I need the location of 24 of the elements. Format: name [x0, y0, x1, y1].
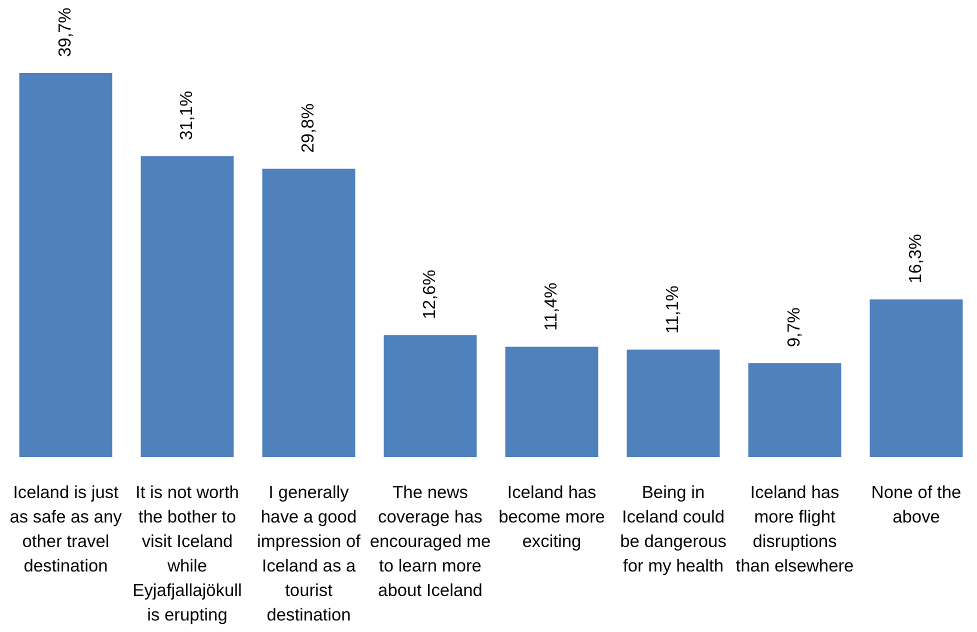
x-tick-label: Iceland is just as safe as any other travel destination — [10, 482, 122, 576]
bar — [748, 363, 842, 457]
bar — [19, 73, 112, 457]
data-label: 11,4% — [540, 282, 561, 331]
data-label: 39,7% — [54, 8, 75, 57]
x-tick-label: Iceland has become more exciting — [498, 482, 605, 552]
data-label: 16,3% — [905, 234, 926, 284]
x-tick-label: I generally have a good impression of Iceland as a tourist destination — [257, 482, 361, 625]
bar — [140, 156, 234, 457]
data-label: 31,1% — [176, 90, 196, 140]
bar — [505, 346, 598, 457]
x-tick-label: None of the above — [871, 482, 962, 527]
data-label: 12,6% — [419, 270, 440, 320]
bar — [626, 350, 720, 457]
bar — [870, 299, 963, 457]
x-tick-label: It is not worth the bother to visit Iceland while Eyjafjallajökull is erupting — [132, 482, 242, 625]
x-tick-label: Iceland has more flight disruptions than elsewhere — [736, 482, 854, 576]
x-tick-label: Being in Iceland could be dangerous for my health — [620, 482, 727, 576]
data-label: 11,1% — [662, 286, 682, 334]
bar — [262, 168, 356, 457]
data-label: 29,8% — [298, 103, 318, 153]
bar — [384, 335, 477, 457]
x-tick-label: The news coverage has encouraged me to learn more about Iceland — [370, 482, 491, 600]
data-label: 9,7% — [784, 308, 804, 348]
